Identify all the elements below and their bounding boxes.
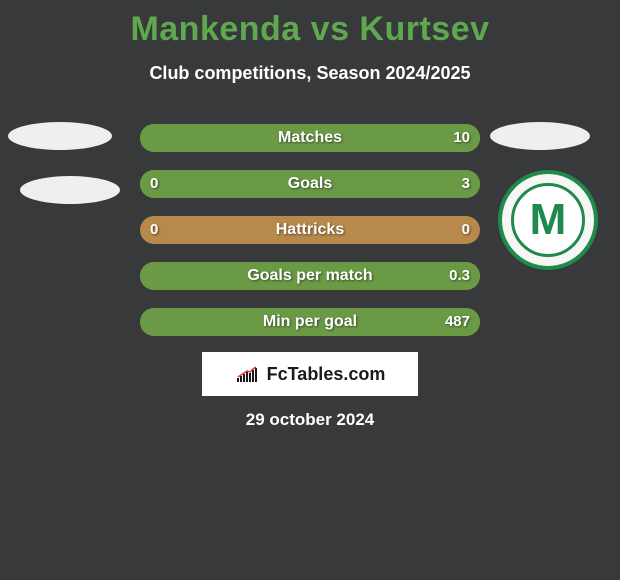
player-left-avatar	[8, 122, 112, 150]
stat-value-right: 487	[445, 308, 470, 336]
stat-label: Hattricks	[140, 216, 480, 244]
stat-row: Matches10	[140, 124, 480, 152]
stat-row: 0Hattricks0	[140, 216, 480, 244]
player-right-avatar	[490, 122, 590, 150]
stat-label: Goals per match	[140, 262, 480, 290]
stat-label: Matches	[140, 124, 480, 152]
stat-value-right: 0.3	[449, 262, 470, 290]
chart-icon	[235, 364, 261, 384]
logo-text: FcTables.com	[267, 364, 386, 385]
club-right-badge: M	[498, 170, 598, 270]
stat-label: Goals	[140, 170, 480, 198]
comparison-infographic: Mankenda vs Kurtsev Club competitions, S…	[0, 0, 620, 580]
stat-label: Min per goal	[140, 308, 480, 336]
subtitle: Club competitions, Season 2024/2025	[0, 63, 620, 84]
club-left-badge	[20, 176, 120, 204]
stat-row: Min per goal487	[140, 308, 480, 336]
stat-value-right: 3	[462, 170, 470, 198]
fctables-logo: FcTables.com	[202, 352, 418, 396]
club-right-letter: M	[530, 195, 567, 245]
stat-row: Goals per match0.3	[140, 262, 480, 290]
stat-value-right: 0	[462, 216, 470, 244]
page-title: Mankenda vs Kurtsev	[0, 0, 620, 49]
stat-row: 0Goals3	[140, 170, 480, 198]
stats-table: Matches100Goals30Hattricks0Goals per mat…	[140, 124, 480, 354]
date-label: 29 october 2024	[0, 410, 620, 430]
stat-value-right: 10	[453, 124, 470, 152]
